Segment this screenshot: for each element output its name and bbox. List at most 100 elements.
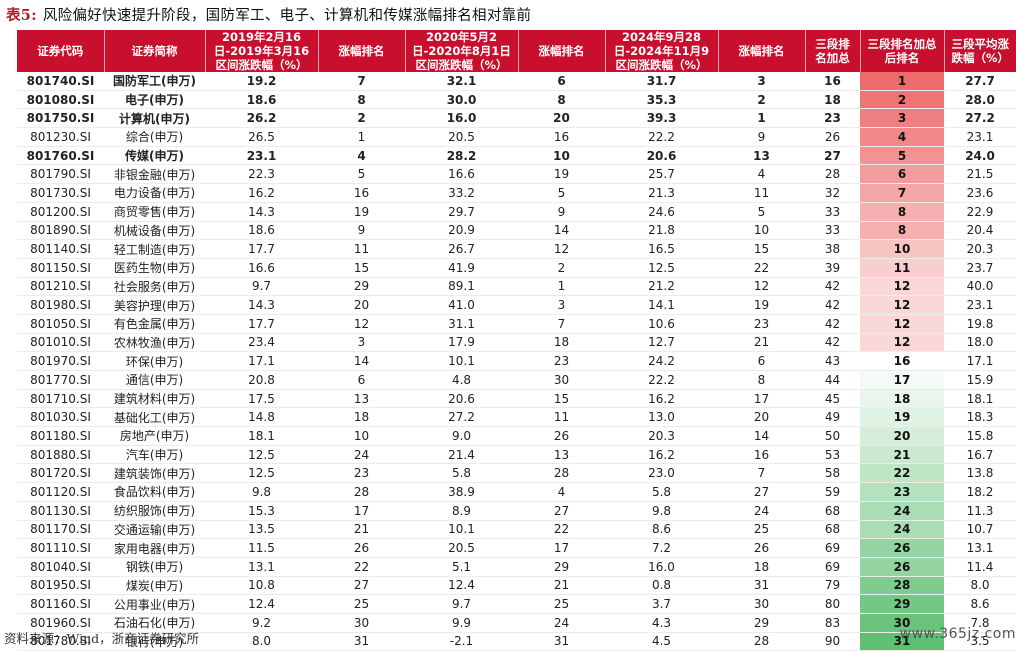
- period2-rank-cell: 24: [553, 615, 570, 630]
- period1-rank-cell: 1: [357, 129, 366, 144]
- period3-rank-cell: 11: [753, 185, 770, 200]
- period3-change-cell: 25.7: [648, 167, 675, 182]
- period3-change-cell: 12.7: [648, 335, 675, 350]
- rank-sum-cell: 33: [824, 204, 841, 219]
- period3-rank-cell: 28: [753, 634, 770, 649]
- period2-change-cell: 10.1: [448, 522, 475, 537]
- period2-rank-cell: 27: [553, 503, 570, 518]
- period2-rank-cell: 17: [553, 541, 570, 556]
- period3-change-cell: 23.0: [648, 466, 675, 481]
- table-row: 801970.SI 环保(申万) 17.1 14 10.1 23 24.2 6 43 16 17.1: [17, 351, 1016, 371]
- period1-change-cell: 9.7: [251, 279, 272, 294]
- period3-change-cell: 14.1: [648, 298, 675, 313]
- period3-change-cell: 21.3: [648, 185, 675, 200]
- average-change-cell: 8.6: [970, 597, 990, 612]
- header-cell: 证券简称: [104, 30, 206, 72]
- period1-rank-cell: 15: [353, 260, 370, 275]
- final-rank-cell: 8: [860, 221, 944, 240]
- table-row: 801140.SI 轻工制造(申万) 17.7 11 26.7 12 16.5 15 38 10 2…: [17, 239, 1016, 259]
- period2-change-cell: 28.2: [446, 148, 477, 163]
- watermark: www.365jz.com: [899, 626, 1016, 642]
- table-row: 801750.SI 计算机(申万) 26.2 2 16.0 20 39.3 1 23 3 27.2: [17, 108, 1016, 128]
- rank-sum-cell: 45: [824, 391, 841, 406]
- period1-rank-cell: 20: [353, 298, 370, 313]
- table-row: 801760.SI 传媒(申万) 23.1 4 28.2 10 20.6 13 27 5 24.0: [17, 146, 1016, 165]
- security-name-cell: 电子(申万): [125, 93, 184, 108]
- final-rank-cell: 12: [860, 277, 944, 296]
- table-row: 801050.SI 有色金属(申万) 17.7 12 31.1 7 10.6 23 42 12 19…: [17, 314, 1016, 334]
- period3-change-cell: 31.7: [646, 73, 677, 88]
- rank-sum-cell: 69: [824, 541, 841, 556]
- period1-rank-cell: 3: [357, 335, 366, 350]
- header-text: 名加总: [815, 51, 850, 65]
- final-rank-cell: 24: [860, 501, 944, 520]
- header-cell: 涨幅排名: [318, 30, 406, 72]
- final-rank-cell: 23: [860, 482, 944, 502]
- period1-rank-cell: 28: [353, 484, 370, 499]
- average-change-cell: 13.8: [966, 466, 994, 481]
- period3-rank-cell: 2: [757, 92, 766, 107]
- period1-rank-cell: 23: [353, 466, 370, 481]
- final-rank-cell: 26: [860, 557, 944, 577]
- period3-rank-cell: 18: [753, 559, 770, 574]
- period2-rank-cell: 19: [553, 167, 570, 182]
- period2-rank-cell: 5: [557, 185, 566, 200]
- rank-sum-cell: 38: [824, 242, 841, 257]
- period3-change-cell: 39.3: [646, 111, 677, 126]
- table-row: 801080.SI 电子(申万) 18.6 8 30.0 8 35.3 2 18 2 28.0: [17, 90, 1016, 109]
- table-header-row: 证券代码 证券简称 2019年2月16日-2019年3月16 区间涨跌幅（%） 涨幅排名…: [17, 30, 1016, 72]
- security-code-cell: 801160.SI: [30, 597, 91, 612]
- security-name-cell: 综合(申万): [125, 130, 184, 145]
- caption-label: 表5:: [6, 7, 37, 24]
- period3-rank-cell: 24: [753, 503, 770, 518]
- security-code-cell: 801740.SI: [26, 73, 95, 88]
- table-row: 801960.SI 石油石化(申万) 9.2 30 9.9 24 4.3 29 83 30 7.8: [17, 613, 1016, 633]
- security-code-cell: 801180.SI: [30, 428, 91, 443]
- period1-change-cell: 22.3: [248, 167, 275, 182]
- table-body: 801740.SI 国防军工(申万) 19.2 7 32.1 6 31.7 3 16 1 27.7 8…: [17, 72, 1016, 651]
- header-cell: 三段平均涨 跌幅（%）: [944, 30, 1016, 72]
- table-row: 801770.SI 通信(申万) 20.8 6 4.8 30 22.2 8 44 17 15.9: [17, 370, 1016, 390]
- security-name-cell: 基础化工(申万): [113, 410, 196, 425]
- period1-change-cell: 9.2: [251, 615, 272, 630]
- security-name-cell: 建筑材料(申万): [113, 392, 196, 407]
- rank-sum-cell: 42: [824, 279, 841, 294]
- period3-change-cell: 20.6: [646, 148, 677, 163]
- security-code-cell: 801980.SI: [30, 298, 91, 313]
- period1-change-cell: 15.3: [248, 503, 275, 518]
- period3-change-cell: 13.0: [648, 410, 675, 425]
- average-change-cell: 7.8: [970, 615, 990, 630]
- security-name-cell: 国防军工(申万): [113, 74, 196, 89]
- period3-change-cell: 20.3: [648, 428, 675, 443]
- security-code-cell: 801760.SI: [26, 148, 95, 163]
- average-change-cell: 3.5: [970, 634, 990, 649]
- period3-rank-cell: 13: [753, 148, 770, 163]
- caption-title: 风险偏好快速提升阶段，国防军工、电子、计算机和传媒涨幅排名相对靠前: [42, 8, 532, 24]
- period2-rank-cell: 29: [553, 559, 570, 574]
- period1-change-cell: 26.5: [248, 129, 275, 144]
- final-rank-cell: 3: [860, 108, 944, 128]
- header-text: 跌幅（%）: [951, 51, 1010, 65]
- period1-change-cell: 26.2: [246, 111, 277, 126]
- average-change-cell: 27.2: [965, 111, 995, 126]
- period3-change-cell: 16.5: [648, 242, 675, 257]
- period2-change-cell: 31.1: [448, 316, 475, 331]
- final-rank-cell: 30: [860, 613, 944, 633]
- period2-change-cell: 5.8: [451, 466, 472, 481]
- rank-sum-cell: 69: [824, 559, 841, 574]
- table-row: 801010.SI 农林牧渔(申万) 23.4 3 17.9 18 12.7 21 42 12 18…: [17, 333, 1016, 352]
- header-text: 2019年2月16日-2019年3月16: [213, 30, 310, 58]
- period2-rank-cell: 30: [553, 372, 570, 387]
- period2-rank-cell: 15: [553, 391, 570, 406]
- period3-rank-cell: 22: [753, 260, 770, 275]
- security-name-cell: 传媒(申万): [125, 149, 184, 164]
- table-row: 801210.SI 社会服务(申万) 9.7 29 89.1 1 21.2 12 42 12 40.…: [17, 277, 1016, 296]
- period2-change-cell: 10.1: [448, 354, 475, 369]
- period2-change-cell: 27.2: [448, 410, 475, 425]
- period2-change-cell: 33.2: [448, 185, 475, 200]
- average-change-cell: 20.3: [966, 242, 994, 257]
- period1-change-cell: 9.8: [251, 484, 272, 499]
- period1-change-cell: 18.6: [246, 92, 277, 107]
- period1-rank-cell: 22: [353, 559, 370, 574]
- header-text: 涨幅排名: [738, 44, 785, 58]
